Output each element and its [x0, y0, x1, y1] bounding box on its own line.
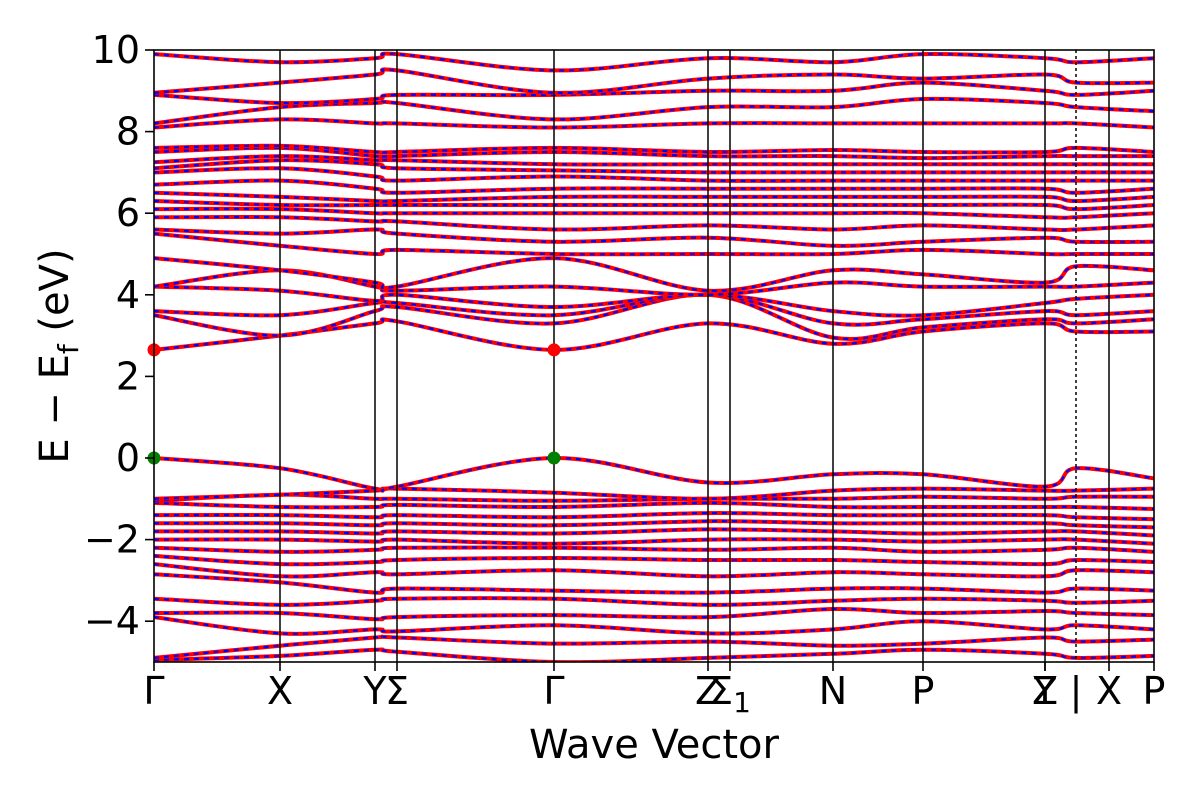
band-16-spin-up: [154, 455, 1154, 493]
y-tick-label-6: 8: [116, 110, 140, 154]
x-tick-label-6: Σ1: [709, 669, 751, 719]
y-tick-label-0: −4: [84, 599, 140, 643]
band-38-spin-down: [154, 68, 1154, 94]
band-39-spin-down: [154, 52, 1154, 72]
band-edge-marker-3: [547, 451, 561, 465]
x-axis-label: Wave Vector: [529, 722, 780, 768]
y-axis-label-main: E − E: [32, 354, 78, 464]
y-tick-label-4: 4: [116, 273, 140, 317]
y-tick-label-2: 0: [116, 436, 140, 480]
x-tick-label-12: X: [1096, 669, 1122, 713]
x-tick-label-2: Y: [362, 669, 387, 713]
y-tick-label-3: 2: [116, 354, 140, 398]
x-tick-label-13: P: [1143, 669, 1166, 713]
y-tick-label-7: 10: [92, 28, 140, 72]
band-36-spin-down: [154, 97, 1154, 125]
band-20-spin-down: [154, 285, 1154, 317]
x-tick-label-5: Z: [695, 669, 721, 713]
bands-layer: [154, 51, 1154, 662]
y-axis-label-unit: (eV): [32, 248, 78, 344]
band-edge-markers: [147, 343, 561, 465]
y-axis-label-subscript: f: [52, 343, 85, 354]
band-28-spin-down: [154, 191, 1154, 203]
y-axis-label: E − Ef (eV): [32, 248, 85, 463]
band-22-spin-down: [154, 256, 1154, 292]
y-axis-ticks: −4 −2 0 2 4 6 8 10: [84, 28, 154, 643]
band-19-spin-down: [154, 293, 1154, 326]
plot-frame: [153, 49, 1155, 663]
x-tick-label-11: |: [1070, 669, 1083, 714]
x-tick-label-1: X: [267, 669, 293, 713]
band-edge-marker-1: [547, 343, 561, 357]
x-axis-ticks: Γ X YΣ Γ ZΣ1 N P YZ | X P: [143, 662, 1165, 719]
x-tick-label-4: Γ: [543, 669, 564, 713]
x-tick-label-0: Γ: [143, 669, 164, 713]
x-tick-label-8: P: [912, 669, 935, 713]
band-23-spin-down: [154, 232, 1154, 256]
band-2-spin-down: [154, 616, 1154, 635]
x-tick-label-9: Y: [1032, 669, 1057, 713]
y-tick-label-5: 6: [116, 191, 140, 235]
x-tick-label-10: Z: [1032, 669, 1058, 713]
x-tick-label-3: Σ: [385, 669, 409, 713]
high-symmetry-lines: [279, 50, 1110, 662]
x-tick-label-7: N: [819, 669, 847, 713]
y-tick-label-1: −2: [84, 518, 140, 562]
